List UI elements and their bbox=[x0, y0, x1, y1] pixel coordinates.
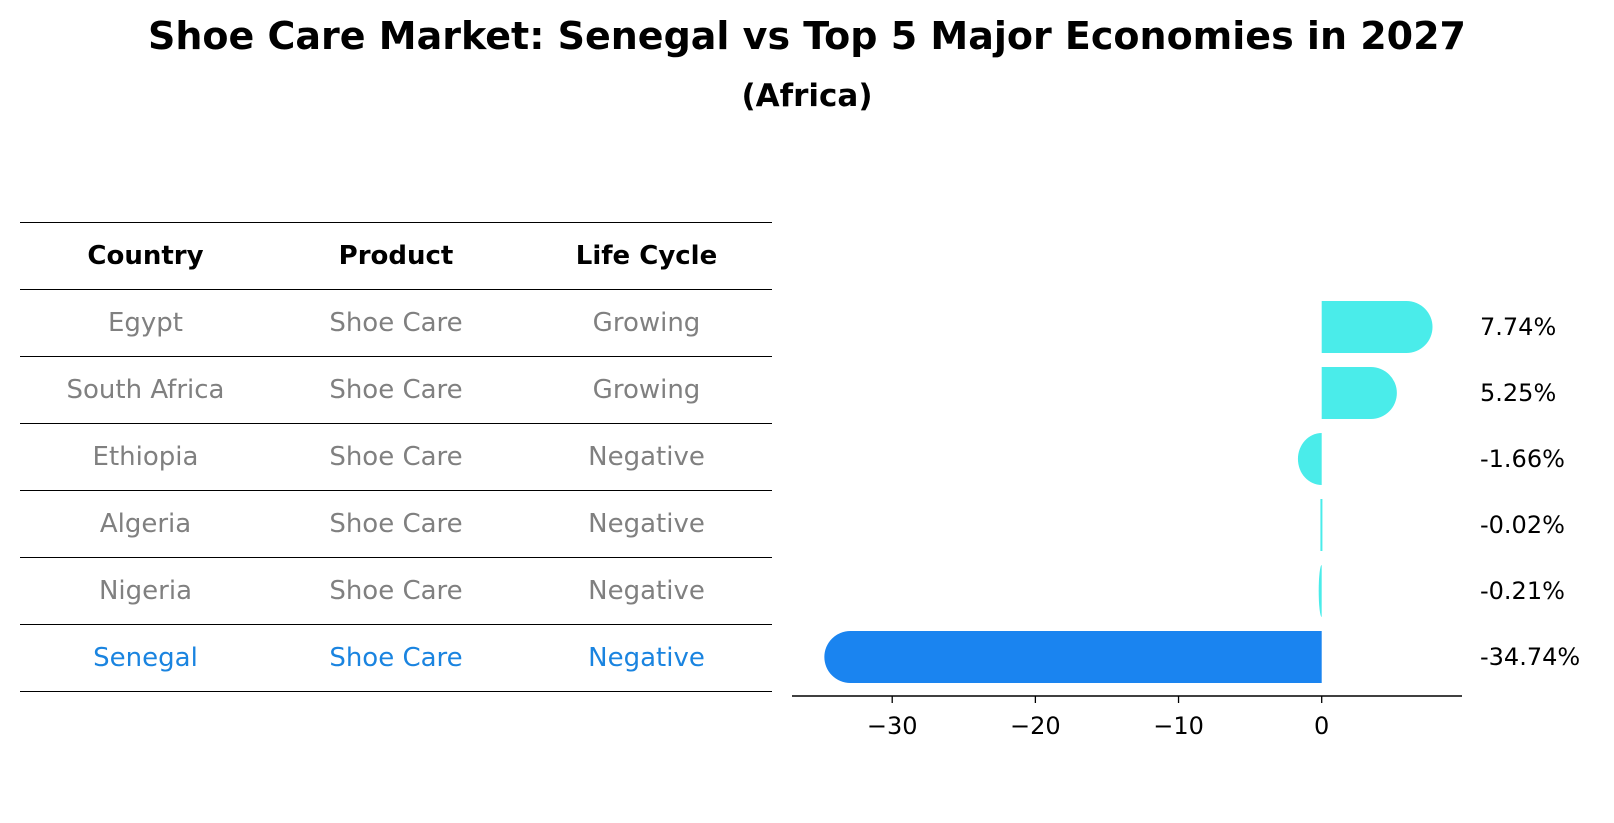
cell-product: Shoe Care bbox=[271, 356, 521, 424]
cell-product: Shoe Care bbox=[271, 557, 521, 625]
x-tick-label: −10 bbox=[1153, 712, 1204, 740]
data-label-nigeria: -0.21% bbox=[1480, 577, 1565, 605]
table-row: Nigeria Shoe Care Negative bbox=[20, 557, 772, 625]
cell-country: Algeria bbox=[20, 490, 271, 558]
cell-life-cycle: Growing bbox=[521, 356, 772, 424]
cell-country: Ethiopia bbox=[20, 423, 271, 491]
cell-product: Shoe Care bbox=[271, 423, 521, 491]
data-label-algeria: -0.02% bbox=[1480, 511, 1565, 539]
cell-life-cycle: Growing bbox=[521, 289, 772, 357]
comparison-table: Country Product Life Cycle Egypt Shoe Ca… bbox=[20, 222, 772, 692]
bar-nigeria bbox=[1318, 565, 1322, 617]
cell-product: Shoe Care bbox=[271, 624, 521, 692]
cell-life-cycle: Negative bbox=[521, 624, 772, 692]
cell-country: Nigeria bbox=[20, 557, 271, 625]
cell-life-cycle: Negative bbox=[521, 490, 772, 558]
data-label-south-africa: 5.25% bbox=[1480, 379, 1556, 407]
bar-south-africa bbox=[1321, 367, 1397, 419]
header-product: Product bbox=[271, 222, 521, 290]
x-tick-label: −20 bbox=[1010, 712, 1061, 740]
x-tick-label: −30 bbox=[867, 712, 918, 740]
x-tick-label: 0 bbox=[1314, 712, 1329, 740]
table-row: South Africa Shoe Care Growing bbox=[20, 356, 772, 424]
data-label-egypt: 7.74% bbox=[1480, 313, 1556, 341]
bar-algeria bbox=[1320, 499, 1323, 551]
cell-life-cycle: Negative bbox=[521, 423, 772, 491]
cell-country: Senegal bbox=[20, 624, 271, 692]
data-label-senegal: -34.74% bbox=[1480, 643, 1580, 671]
bar-chart: 7.74% 5.25% -1.66% -0.02% -0.21% -34.74% −30 −2… bbox=[792, 301, 1580, 740]
table-header-row: Country Product Life Cycle bbox=[20, 222, 772, 290]
chart-title: Shoe Care Market: Senegal vs Top 5 Major… bbox=[148, 14, 1466, 58]
table-row: Ethiopia Shoe Care Negative bbox=[20, 423, 772, 491]
table-row-highlighted: Senegal Shoe Care Negative bbox=[20, 624, 772, 692]
cell-product: Shoe Care bbox=[271, 289, 521, 357]
table-row: Egypt Shoe Care Growing bbox=[20, 289, 772, 357]
bar-egypt bbox=[1321, 301, 1433, 353]
bar-ethiopia bbox=[1297, 433, 1322, 485]
chart-subtitle: (Africa) bbox=[741, 78, 873, 114]
cell-product: Shoe Care bbox=[271, 490, 521, 558]
cell-life-cycle: Negative bbox=[521, 557, 772, 625]
table-row: Algeria Shoe Care Negative bbox=[20, 490, 772, 558]
cell-country: South Africa bbox=[20, 356, 271, 424]
bar-senegal bbox=[824, 631, 1322, 683]
cell-country: Egypt bbox=[20, 289, 271, 357]
header-country: Country bbox=[20, 222, 271, 290]
data-label-ethiopia: -1.66% bbox=[1480, 445, 1565, 473]
header-life-cycle: Life Cycle bbox=[521, 222, 772, 290]
